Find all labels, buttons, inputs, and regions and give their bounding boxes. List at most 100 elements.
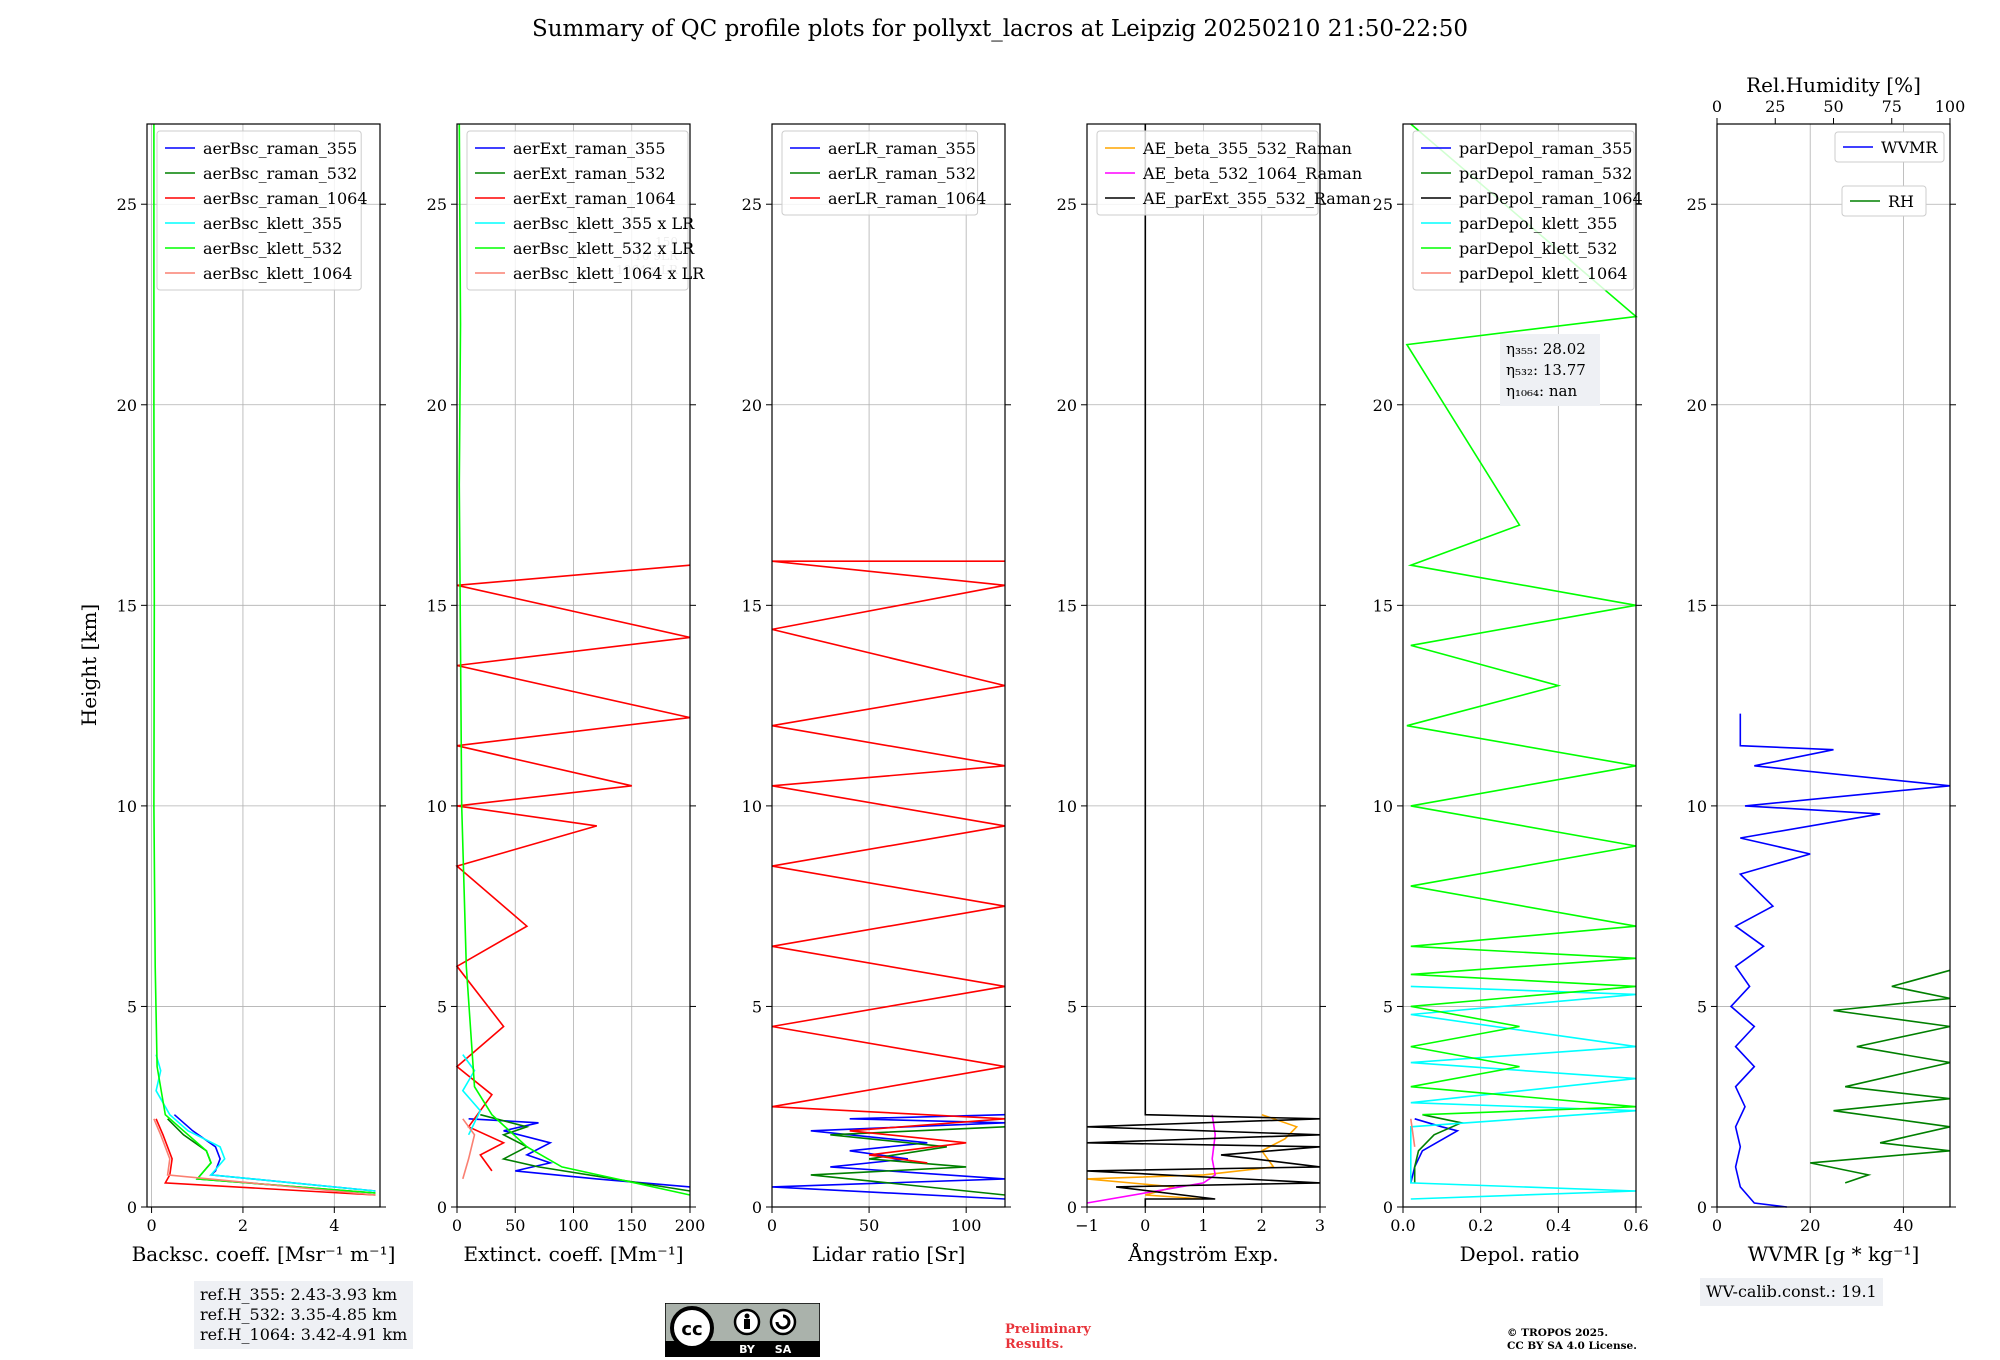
series-line-AE_parExt_355_532_Raman	[1086, 124, 1321, 1207]
legend-label: aerBsc_raman_355	[203, 139, 357, 158]
y-tick-label: 15	[1057, 596, 1077, 615]
copyright-line-2: CC BY SA 4.0 License.	[1507, 1340, 1637, 1352]
series-line-aerBsc_klett_532 x LR	[458, 123, 691, 1196]
y-tick-label: 25	[1373, 195, 1393, 214]
legend-RH: RH	[1841, 185, 1927, 217]
top-x-tick-label: 100	[1935, 97, 1966, 116]
legend-label: aerLR_raman_532	[828, 164, 976, 183]
series-line-aerLR_raman_1064	[771, 560, 1006, 1164]
y-tick-label: 25	[1687, 195, 1707, 214]
y-tick-label: 10	[742, 797, 762, 816]
legend-label: AE_beta_532_1064_Raman	[1142, 164, 1362, 183]
legend: parDepol_raman_355 parDepol_raman_532 parD…	[1412, 130, 1643, 291]
legend: aerBsc_raman_355 aerBsc_raman_532 aerBsc_r…	[156, 130, 368, 291]
x-tick-label: 100	[558, 1216, 589, 1235]
y-tick-label: 5	[1067, 997, 1077, 1016]
x-tick-label: 3	[1315, 1216, 1325, 1235]
sa-label: SA	[775, 1343, 792, 1356]
eta-annotation: η₃₅₅: 28.02 η₅₃₂: 13.77 η₁₀₆₄: nan	[1500, 334, 1600, 406]
legend-box	[466, 130, 689, 291]
series-line-aerBsc_klett_355	[155, 1054, 376, 1192]
series-line-aerLR_raman_355	[771, 1113, 1006, 1200]
y-tick-label: 25	[427, 195, 447, 214]
series-line-parDepol_klett_1064	[1410, 1118, 1416, 1147]
panel-extinction: 0 50 100 150 200 0 5 10 15 20 25 Extinct. coeff. [M…	[427, 123, 705, 1266]
y-tick-label: 25	[742, 195, 762, 214]
y-tick-label: 0	[127, 1198, 137, 1217]
plot-frame	[771, 123, 1006, 1208]
legend: aerLR_raman_355 aerLR_raman_532 aerLR_rama…	[781, 130, 986, 216]
x-tick-label: 50	[505, 1216, 525, 1235]
legend-label: aerLR_raman_1064	[828, 189, 986, 208]
legend-label: aerExt_raman_1064	[513, 189, 676, 208]
y-tick-label: 20	[1057, 396, 1077, 415]
legend-label: parDepol_raman_532	[1459, 164, 1632, 183]
by-person-head	[744, 1313, 750, 1319]
panel-water_vapor: 0 20 40 0 25 50 75 100 Rel.Humidity [%] 0 5 10 15 20 2…	[1687, 73, 1966, 1266]
y-tick-label: 0	[1067, 1198, 1077, 1217]
legend-label: aerBsc_klett_532 x LR	[513, 239, 695, 258]
y-tick-label: 15	[427, 596, 447, 615]
legend-label: aerBsc_klett_355	[203, 214, 342, 233]
ref-height-355: ref.H_355: 2.43-3.93 km	[200, 1285, 398, 1304]
x-tick-label: 2	[1257, 1216, 1267, 1235]
legend-box	[1834, 131, 1945, 163]
by-label: BY	[739, 1343, 756, 1356]
copyright-line-1: © TROPOS 2025.	[1507, 1327, 1609, 1339]
y-tick-label: 0	[437, 1198, 447, 1217]
reference-heights-box: ref.H_355: 2.43-3.93 km ref.H_532: 3.35-…	[194, 1281, 414, 1349]
legend-label: RH	[1888, 192, 1914, 211]
legend-label: AE_beta_355_532_Raman	[1142, 139, 1352, 158]
series-line-aerExt_raman_355	[468, 1118, 691, 1188]
plot-frame	[1402, 123, 1637, 1208]
y-tick-label: 15	[1373, 596, 1393, 615]
x-tick-label: 40	[1893, 1216, 1913, 1235]
legend-box	[1412, 130, 1635, 291]
series-line-parDepol_klett_355	[1410, 985, 1637, 1200]
y-tick-label: 15	[1687, 596, 1707, 615]
legend-label: aerBsc_klett_1064	[203, 264, 352, 283]
x-tick-label: 4	[329, 1216, 339, 1235]
legend-label: aerBsc_klett_355 x LR	[513, 214, 695, 233]
y-tick-label: 10	[117, 797, 137, 816]
legend-label: WVMR	[1881, 138, 1938, 157]
legend-label: aerLR_raman_355	[828, 139, 976, 158]
y-tick-label: 0	[1697, 1198, 1707, 1217]
x-tick-label: 20	[1800, 1216, 1820, 1235]
series-line-aerBsc_raman_532	[167, 1118, 376, 1194]
legend-box	[1096, 130, 1319, 216]
legend-label: aerExt_raman_532	[513, 164, 666, 183]
y-tick-label: 10	[1687, 797, 1707, 816]
series-line-aerLR_raman_532	[810, 1126, 1006, 1196]
y-axis-label: Height [km]	[77, 604, 101, 726]
annotation-line: η₃₅₅: 28.02	[1506, 340, 1586, 358]
series-line-aerBsc_raman_1064	[155, 1118, 376, 1196]
plot-frame	[1716, 123, 1951, 1208]
panel-backscatter: 0 2 4 0 5 10 15 20 25 Backsc. coeff. [Msr⁻¹ m⁻¹] a…	[117, 123, 396, 1266]
x-axis-label: Depol. ratio	[1460, 1242, 1580, 1266]
y-tick-label: 20	[742, 396, 762, 415]
y-tick-label: 5	[437, 997, 447, 1016]
preliminary-results-note: Preliminary Results.	[1005, 1322, 1091, 1352]
preliminary-line-2: Results.	[1005, 1337, 1064, 1352]
annotation-line: η₅₃₂: 13.77	[1506, 361, 1586, 379]
y-tick-label: 10	[1373, 797, 1393, 816]
series-line-RH	[1810, 969, 1951, 1184]
y-tick-label: 10	[427, 797, 447, 816]
series-line-WVMR	[1729, 713, 1951, 1208]
legend: aerExt_raman_355 aerExt_raman_532 aerExt_r…	[466, 130, 705, 291]
x-tick-label: 1	[1198, 1216, 1208, 1235]
plot-frame	[146, 123, 381, 1208]
series-line-aerBsc_klett_1064 x LR	[462, 1118, 476, 1180]
top-x-axis-label: Rel.Humidity [%]	[1746, 73, 1921, 97]
y-tick-label: 25	[117, 195, 137, 214]
x-axis-label: Backsc. coeff. [Msr⁻¹ m⁻¹]	[132, 1242, 396, 1266]
y-tick-label: 5	[1383, 997, 1393, 1016]
x-tick-label: 0.4	[1546, 1216, 1571, 1235]
y-tick-label: 15	[742, 596, 762, 615]
series-line-aerBsc_klett_1064	[153, 1118, 376, 1196]
y-tick-label: 20	[1373, 396, 1393, 415]
x-tick-label: 2	[238, 1216, 248, 1235]
legend-label: parDepol_raman_355	[1459, 139, 1632, 158]
